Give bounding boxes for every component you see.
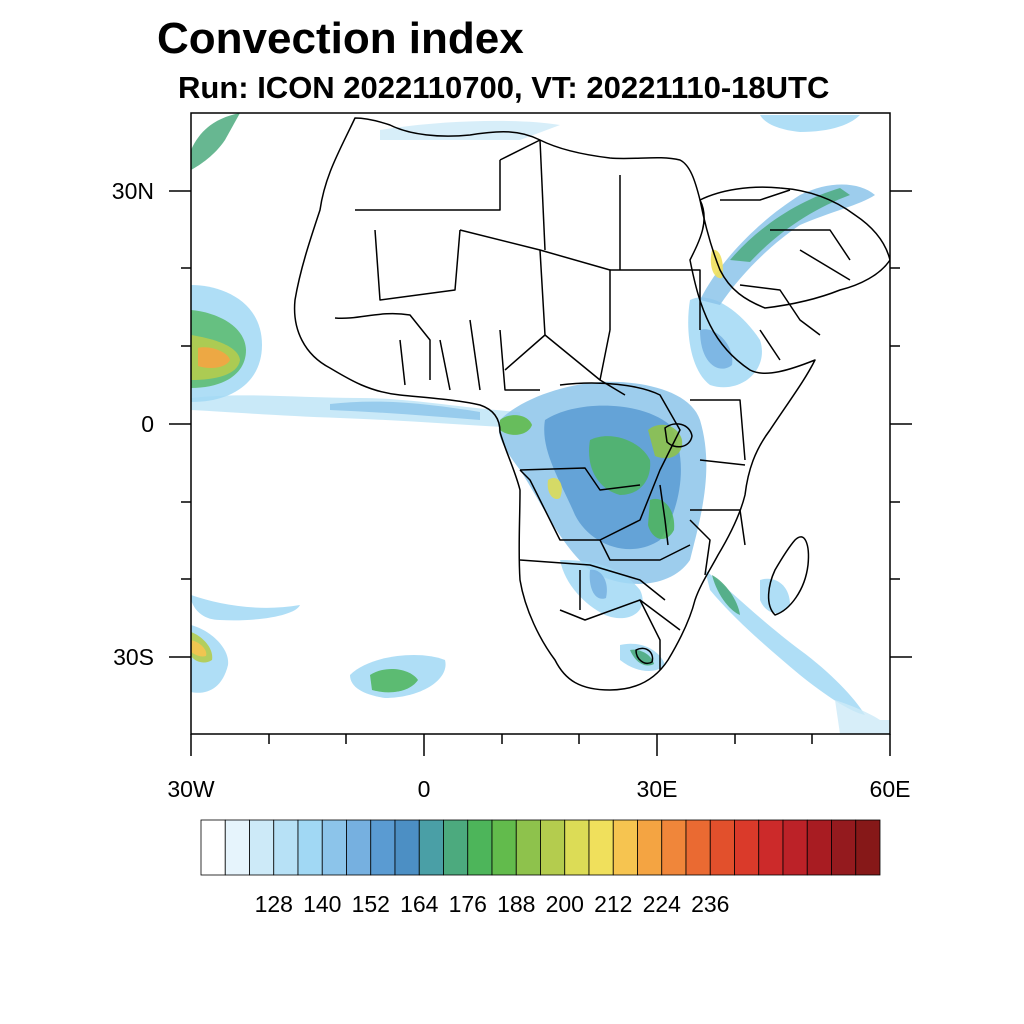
colorbar-label: 164 — [400, 891, 439, 917]
colorbar-label: 176 — [449, 891, 487, 917]
itcz-band — [191, 395, 520, 428]
colorbar-box — [588, 819, 614, 876]
colorbar-box — [806, 819, 832, 876]
colorbar-box — [515, 819, 541, 876]
y-label-30s: 30S — [113, 644, 154, 670]
colorbar — [200, 819, 881, 876]
colorbar-label: 188 — [497, 891, 535, 917]
colorbar-label: 200 — [546, 891, 584, 917]
colorbar-box — [637, 819, 663, 876]
colorbar-box — [612, 819, 638, 876]
colorbar-box — [564, 819, 590, 876]
colorbar-box — [709, 819, 735, 876]
colorbar-box — [273, 819, 299, 876]
colorbar-box — [685, 819, 711, 876]
colorbar-box — [321, 819, 347, 876]
y-label-0: 0 — [141, 411, 154, 437]
colorbar-label: 140 — [303, 891, 341, 917]
colorbar-box — [418, 819, 444, 876]
colorbar-label: 236 — [691, 891, 729, 917]
colorbar-box — [394, 819, 420, 876]
colorbar-box — [782, 819, 808, 876]
colorbar-box — [224, 819, 250, 876]
colorbar-label: 212 — [594, 891, 632, 917]
colorbar-box — [831, 819, 857, 876]
x-label-30e: 30E — [637, 776, 678, 802]
y-label-30n: 30N — [112, 178, 154, 204]
arabia — [699, 186, 890, 309]
colorbar-box — [346, 819, 372, 876]
run-subtitle: Run: ICON 2022110700, VT: 20221110-18UTC — [178, 70, 830, 105]
colorbar-box — [370, 819, 396, 876]
colorbar-box — [758, 819, 784, 876]
coastlines-and-borders — [293, 117, 890, 691]
colorbar-label: 152 — [352, 891, 390, 917]
colorbar-box — [297, 819, 323, 876]
colorbar-label: 128 — [255, 891, 293, 917]
colorbar-box — [249, 819, 275, 876]
x-label-60e: 60E — [870, 776, 911, 802]
africa-coastline — [293, 117, 816, 691]
colorbar-box — [855, 819, 881, 876]
madagascar — [767, 536, 810, 616]
colorbar-box — [200, 819, 226, 876]
x-label-0: 0 — [418, 776, 431, 802]
lake-victoria — [664, 423, 693, 448]
colorbar-labels: 128 140 152 164 176 188 200 212 224 236 — [255, 891, 730, 917]
colorbar-box — [491, 819, 517, 876]
colorbar-box — [467, 819, 493, 876]
colorbar-label: 224 — [643, 891, 682, 917]
colorbar-box — [734, 819, 760, 876]
colorbar-box — [443, 819, 469, 876]
arabia-band — [700, 184, 875, 305]
axis-ticks — [169, 190, 912, 756]
map-title: Convection index — [157, 14, 524, 63]
convection-field — [191, 113, 890, 734]
x-label-30w: 30W — [167, 776, 215, 802]
colorbar-box — [540, 819, 566, 876]
colorbar-box — [661, 819, 687, 876]
